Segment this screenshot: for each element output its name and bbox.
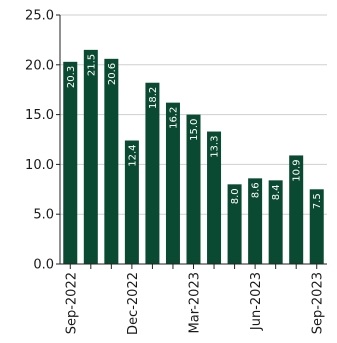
bar-value-label: 8.6 xyxy=(251,182,262,198)
y-tick-label: 25.0 xyxy=(25,9,54,24)
bar xyxy=(63,61,78,265)
bar-value-label: 15.0 xyxy=(189,119,200,141)
bar-value-label: 10.9 xyxy=(292,159,303,181)
bar-value-label: 13.3 xyxy=(210,136,221,158)
bar-value-labels: 20.3 21.5 20.6 12.4 18.2 16.2 15.0 13.3 8.0 8.6 8.… xyxy=(66,54,323,209)
bar-value-label: 21.5 xyxy=(86,54,97,76)
y-tick-label: 15.0 xyxy=(25,108,54,123)
bar xyxy=(248,178,263,264)
bar xyxy=(165,102,180,264)
bar-value-label: 16.2 xyxy=(168,107,179,129)
bar xyxy=(207,131,222,264)
y-tick-label: 20.0 xyxy=(25,58,54,73)
bar xyxy=(268,180,283,264)
y-tick-label: 5.0 xyxy=(33,208,54,223)
y-tick-label: 0.0 xyxy=(33,258,54,273)
y-tick-label: 10.0 xyxy=(25,158,54,173)
bar xyxy=(124,140,139,264)
bar xyxy=(104,58,119,264)
x-tick-label: Sep-2023 xyxy=(311,272,326,334)
bar xyxy=(186,114,201,264)
bar-value-label: 7.5 xyxy=(312,193,323,209)
bar-value-label: 8.4 xyxy=(271,184,282,200)
bar-value-label: 20.3 xyxy=(66,66,77,88)
bar xyxy=(145,82,160,264)
bar-value-label: 8.0 xyxy=(230,188,241,204)
bar-value-label: 18.2 xyxy=(148,87,159,109)
x-tick-label: Sep-2022 xyxy=(64,272,79,334)
x-axis-ticks: Sep-2022 Dec-2022 Mar-2023 Jun-2023 Sep-2023 xyxy=(64,264,326,335)
bar-value-label: 20.6 xyxy=(107,63,118,85)
x-tick-label: Mar-2023 xyxy=(188,272,203,333)
y-axis-ticks: 0.0 5.0 10.0 15.0 20.0 25.0 xyxy=(25,9,60,273)
bar-value-label: 12.4 xyxy=(127,144,138,166)
bar xyxy=(309,189,324,264)
bars xyxy=(63,49,324,265)
bar xyxy=(83,49,98,264)
x-tick-label: Jun-2023 xyxy=(249,272,264,331)
bar xyxy=(227,184,242,264)
x-tick-label: Dec-2022 xyxy=(126,272,141,335)
bar xyxy=(289,155,304,264)
